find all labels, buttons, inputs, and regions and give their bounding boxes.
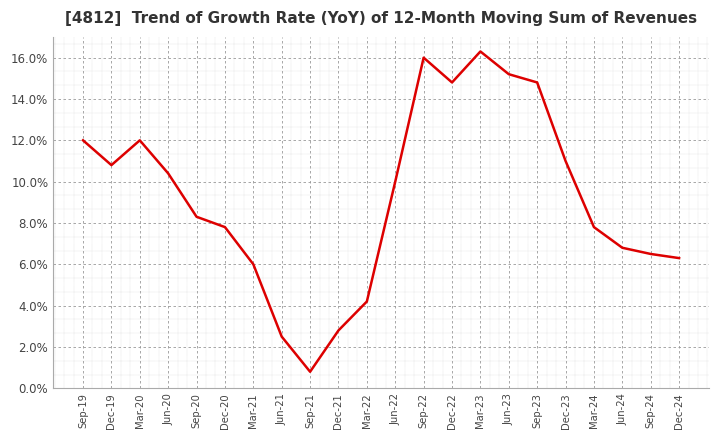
Title: [4812]  Trend of Growth Rate (YoY) of 12-Month Moving Sum of Revenues: [4812] Trend of Growth Rate (YoY) of 12-…: [65, 11, 697, 26]
